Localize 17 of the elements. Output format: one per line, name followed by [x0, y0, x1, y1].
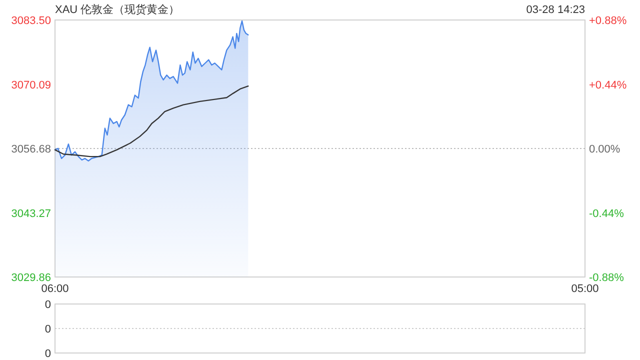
y2-tick-label: 0.00%: [589, 144, 620, 156]
y-tick-label: 3056.68: [11, 144, 51, 156]
y-tick-label: 3070.09: [11, 79, 51, 92]
y2-tick-label: -0.88%: [589, 272, 624, 284]
chart-title: XAU 伦敦金（现货黄金）: [55, 3, 180, 16]
x-tick-label: 05:00: [571, 283, 599, 295]
x-tick-label: 06:00: [41, 283, 69, 295]
text: 03-28 14:23: [526, 4, 585, 16]
y2-tick-label: +0.88%: [589, 15, 627, 27]
text: 0: [44, 324, 51, 336]
text: 0: [44, 299, 51, 311]
text: 0: [44, 348, 51, 360]
y2-tick-label: -0.44%: [589, 208, 624, 220]
y-tick-label: 3043.27: [11, 208, 51, 220]
y-tick-label: 3083.50: [11, 15, 51, 27]
y2-tick-label: +0.44%: [589, 79, 627, 92]
y-tick-label: 3029.86: [11, 272, 51, 284]
